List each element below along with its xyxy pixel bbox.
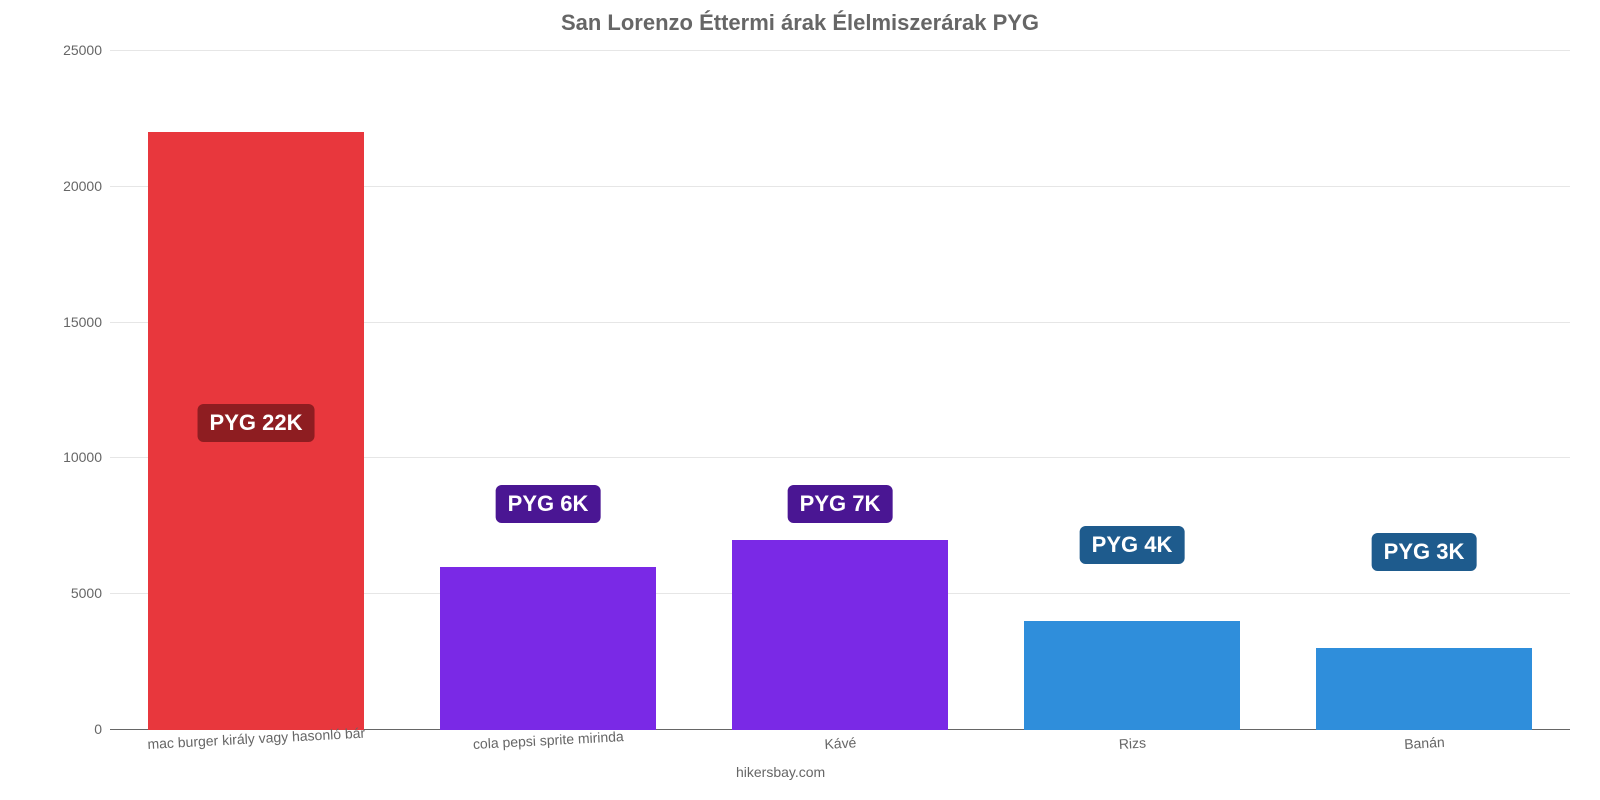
bar-slot: PYG 3KBanán: [1278, 50, 1570, 730]
bar-value-badge: PYG 3K: [1372, 533, 1477, 571]
chart-container: San Lorenzo Éttermi árak Élelmiszerárak …: [0, 0, 1600, 800]
ytick-label: 10000: [63, 449, 110, 465]
bar: [440, 567, 656, 730]
xtick-label: Kávé: [824, 734, 857, 752]
bar-value-badge: PYG 22K: [198, 404, 315, 442]
xtick-label: Banán: [1404, 734, 1445, 752]
ytick-label: 15000: [63, 314, 110, 330]
plot-region: 0500010000150002000025000 PYG 22Kmac bur…: [110, 50, 1570, 730]
attribution-text: hikersbay.com: [736, 764, 825, 780]
ytick-label: 20000: [63, 178, 110, 194]
bar: [732, 540, 948, 730]
bar: [1316, 648, 1532, 730]
ytick-label: 5000: [71, 585, 110, 601]
ytick-label: 25000: [63, 42, 110, 58]
bar-value-badge: PYG 6K: [496, 485, 601, 523]
bar-value-badge: PYG 4K: [1080, 526, 1185, 564]
xtick-label: Rizs: [1118, 735, 1146, 752]
bar-value-badge: PYG 7K: [788, 485, 893, 523]
bar-slot: PYG 4KRizs: [986, 50, 1278, 730]
bar: [1024, 621, 1240, 730]
bar-slot: PYG 7KKávé: [694, 50, 986, 730]
chart-title: San Lorenzo Éttermi árak Élelmiszerárak …: [0, 10, 1600, 36]
ytick-label: 0: [94, 721, 110, 737]
bar-slot: PYG 22Kmac burger király vagy hasonló bá…: [110, 50, 402, 730]
xtick-label: cola pepsi sprite mirinda: [473, 728, 625, 752]
bars-row: PYG 22Kmac burger király vagy hasonló bá…: [110, 50, 1570, 730]
bar-slot: PYG 6Kcola pepsi sprite mirinda: [402, 50, 694, 730]
